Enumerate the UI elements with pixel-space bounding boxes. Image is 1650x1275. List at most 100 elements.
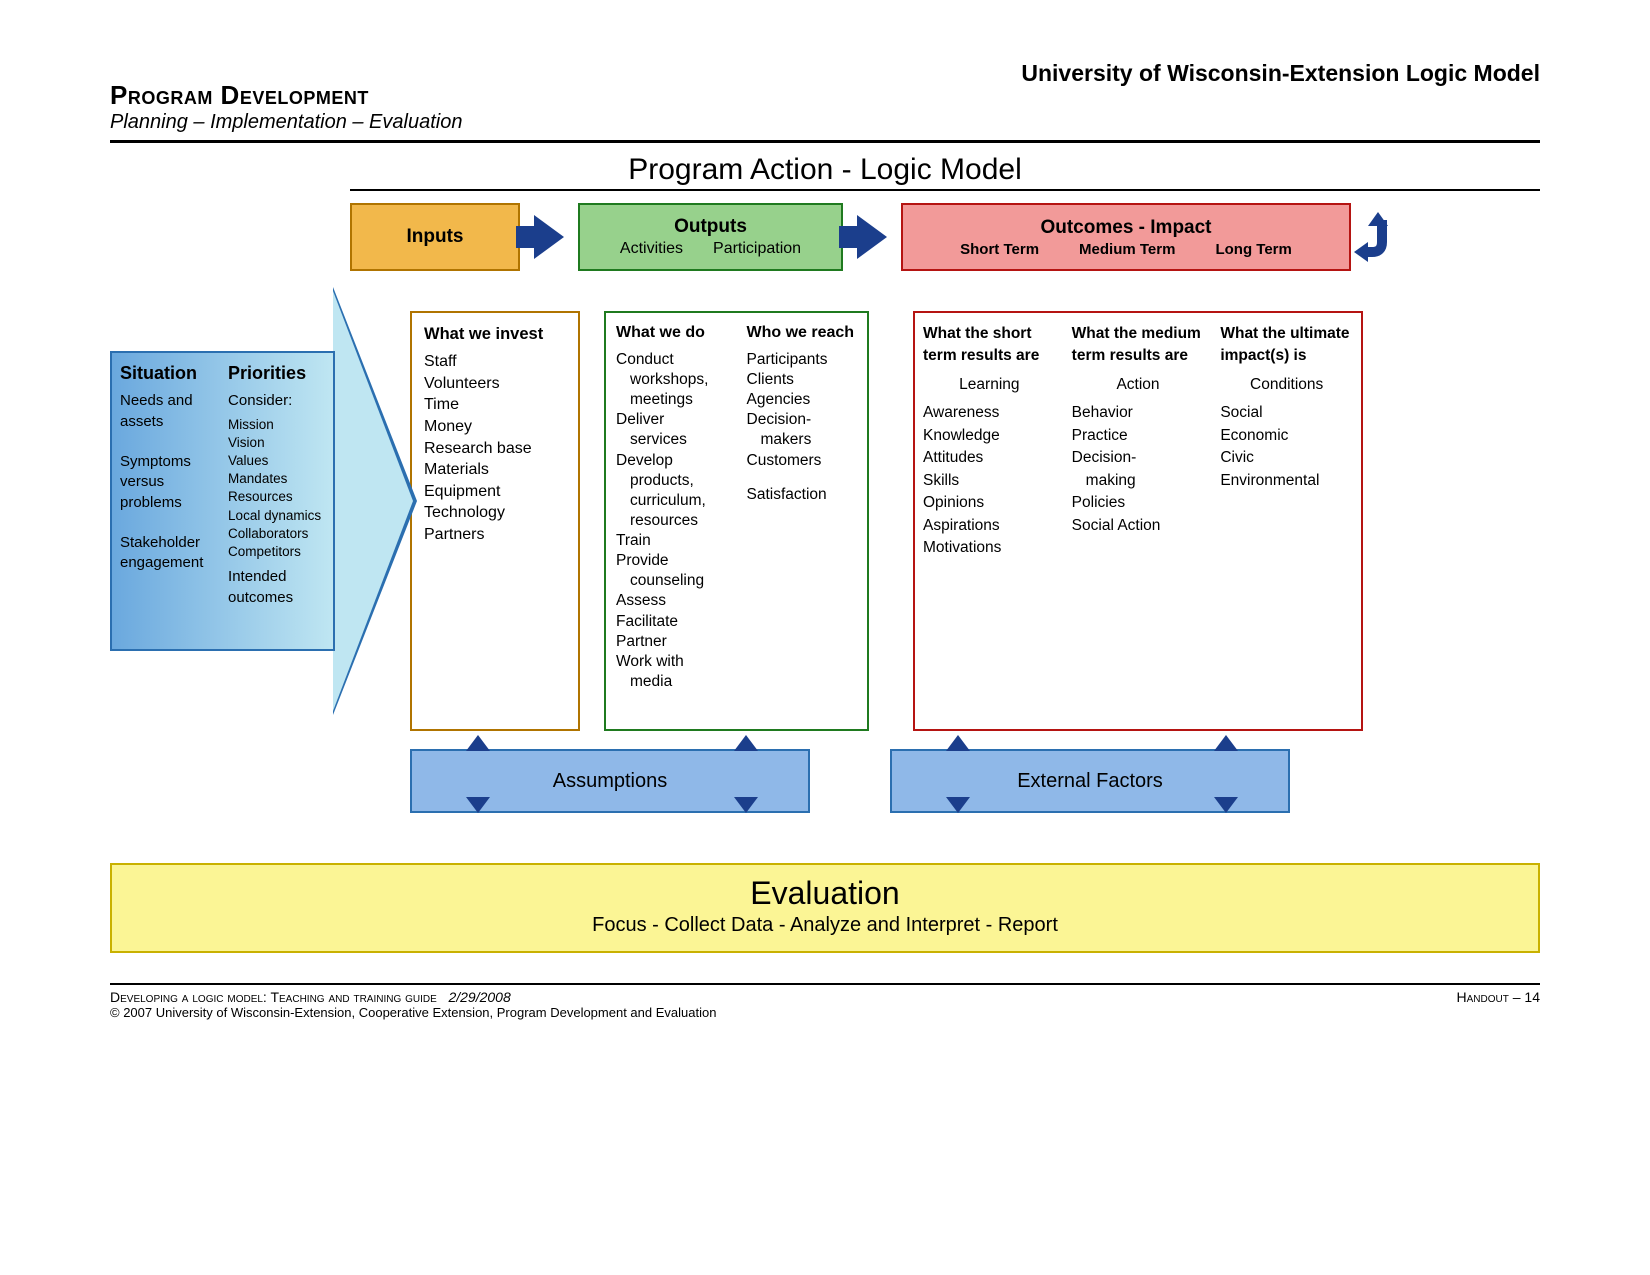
arrow-icon — [520, 203, 578, 271]
priorities-column: Priorities Consider: Mission Vision Valu… — [220, 353, 333, 649]
outcomes-item: Decision-making — [1072, 447, 1205, 492]
inputs-item: Time — [424, 394, 566, 416]
assumptions-box: Assumptions — [410, 749, 810, 813]
outputs-item: Conductworkshops, meetings — [616, 350, 727, 410]
inputs-item: Money — [424, 416, 566, 438]
header-outcomes-sub3: Long Term — [1215, 241, 1291, 258]
footer-left: Developing a logic model: Teaching and t… — [110, 989, 511, 1005]
outcomes-medium-cat: Action — [1072, 374, 1205, 396]
divider — [110, 983, 1540, 985]
situation-item: Stakeholder engagement — [120, 533, 212, 574]
outcomes-item: Motivations — [923, 537, 1056, 559]
outputs-item: Providecounseling — [616, 551, 727, 591]
outcomes-short-title: What the short term results are — [923, 323, 1056, 368]
footer-copyright: © 2007 University of Wisconsin-Extension… — [110, 1005, 1540, 1020]
priorities-item: Competitors — [228, 543, 325, 561]
outputs-participation-title: Who we reach — [747, 323, 858, 344]
content-row: Situation Needs and assets Symptoms vers… — [110, 311, 1540, 731]
outcomes-long-col: What the ultimate impact(s) is Condition… — [1212, 313, 1361, 729]
external-factors-box: External Factors — [890, 749, 1290, 813]
page-footer: Developing a logic model: Teaching and t… — [110, 983, 1540, 1020]
outputs-item: Clients — [747, 370, 858, 390]
outputs-activities-title: What we do — [616, 323, 727, 344]
evaluation-title: Evaluation — [112, 875, 1538, 912]
inputs-box: What we invest Staff Volunteers Time Mon… — [410, 311, 580, 731]
outcomes-item: Practice — [1072, 425, 1205, 447]
outcomes-item: Economic — [1220, 425, 1353, 447]
outputs-item: Deliverservices — [616, 410, 727, 450]
priorities-last: Intended outcomes — [228, 567, 325, 608]
outputs-activities-col: What we do Conductworkshops, meetings De… — [606, 313, 737, 729]
assumptions-label: Assumptions — [553, 770, 668, 793]
priorities-item: Collaborators — [228, 525, 325, 543]
situation-title: Situation — [120, 361, 212, 385]
outputs-item: Developproducts, curriculum, resources — [616, 451, 727, 532]
outcomes-item: Knowledge — [923, 425, 1056, 447]
inputs-item: Partners — [424, 524, 566, 546]
outcomes-short-col: What the short term results are Learning… — [915, 313, 1064, 729]
inputs-item: Equipment — [424, 481, 566, 503]
header-outcomes-label: Outcomes - Impact — [1040, 217, 1211, 239]
outputs-item: Assess — [616, 591, 727, 611]
priorities-item: Values — [228, 452, 325, 470]
header-outputs-label: Outputs — [674, 216, 747, 238]
outcomes-long-cat: Conditions — [1220, 374, 1353, 396]
page-subtitle: Planning – Implementation – Evaluation — [110, 111, 1540, 134]
outcomes-item: Behavior — [1072, 402, 1205, 424]
outputs-item: Participants — [747, 350, 858, 370]
header-outcomes: Outcomes - Impact Short Term Medium Term… — [901, 203, 1351, 271]
outputs-participation-col: Who we reach Participants Clients Agenci… — [737, 313, 868, 729]
org-title: University of Wisconsin-Extension Logic … — [1021, 60, 1540, 87]
evaluation-bar: Evaluation Focus - Collect Data - Analyz… — [110, 863, 1540, 953]
external-label: External Factors — [1017, 770, 1163, 793]
outputs-item: Work withmedia — [616, 652, 727, 692]
outcomes-item: Social Action — [1072, 515, 1205, 537]
inputs-item: Materials — [424, 459, 566, 481]
column-headers-row: Inputs Outputs Activities Participation … — [350, 203, 1540, 271]
inputs-item: Staff — [424, 351, 566, 373]
outputs-item: Facilitate — [616, 612, 727, 632]
outputs-item: Agencies — [747, 390, 858, 410]
outputs-item: Train — [616, 531, 727, 551]
situation-priorities-arrow: Situation Needs and assets Symptoms vers… — [110, 311, 410, 691]
outputs-item: Satisfaction — [747, 485, 858, 505]
outcomes-item: Skills — [923, 470, 1056, 492]
inputs-item: Technology — [424, 502, 566, 524]
outcomes-long-title: What the ultimate impact(s) is — [1220, 323, 1353, 368]
priorities-title: Priorities — [228, 361, 325, 385]
divider — [350, 189, 1540, 191]
loop-arrow-icon — [1351, 203, 1391, 271]
header-outputs-sub2: Participation — [713, 240, 801, 258]
header-inputs: Inputs — [350, 203, 520, 271]
evaluation-subtitle: Focus - Collect Data - Analyze and Inter… — [112, 914, 1538, 937]
outcomes-medium-col: What the medium term results are Action … — [1064, 313, 1213, 729]
header-outcomes-sub1: Short Term — [960, 241, 1039, 258]
inputs-box-title: What we invest — [424, 323, 566, 345]
outcomes-item: Awareness — [923, 402, 1056, 424]
outputs-item: Decision-makers — [747, 410, 858, 450]
outcomes-item: Aspirations — [923, 515, 1056, 537]
priorities-item: Local dynamics — [228, 507, 325, 525]
outcomes-item: Policies — [1072, 492, 1205, 514]
outcomes-item: Attitudes — [923, 447, 1056, 469]
divider — [110, 140, 1540, 143]
outcomes-item: Environmental — [1220, 470, 1353, 492]
priorities-item: Mission — [228, 416, 325, 434]
page-header: University of Wisconsin-Extension Logic … — [110, 80, 1540, 134]
bottom-band: Assumptions External Factors — [410, 749, 1540, 813]
arrow-icon — [843, 203, 901, 271]
diagram-title: Program Action - Logic Model — [110, 153, 1540, 187]
outputs-item: Partner — [616, 632, 727, 652]
outcomes-box: What the short term results are Learning… — [913, 311, 1363, 731]
header-inputs-label: Inputs — [407, 226, 464, 248]
inputs-item: Volunteers — [424, 373, 566, 395]
outcomes-short-cat: Learning — [923, 374, 1056, 396]
header-outputs-sub1: Activities — [620, 240, 683, 258]
situation-item: Symptoms versus problems — [120, 452, 212, 513]
inputs-item: Research base — [424, 438, 566, 460]
outcomes-item: Civic — [1220, 447, 1353, 469]
priorities-consider: Consider: — [228, 391, 325, 411]
outcomes-medium-title: What the medium term results are — [1072, 323, 1205, 368]
outcomes-item: Opinions — [923, 492, 1056, 514]
priorities-item: Resources — [228, 488, 325, 506]
